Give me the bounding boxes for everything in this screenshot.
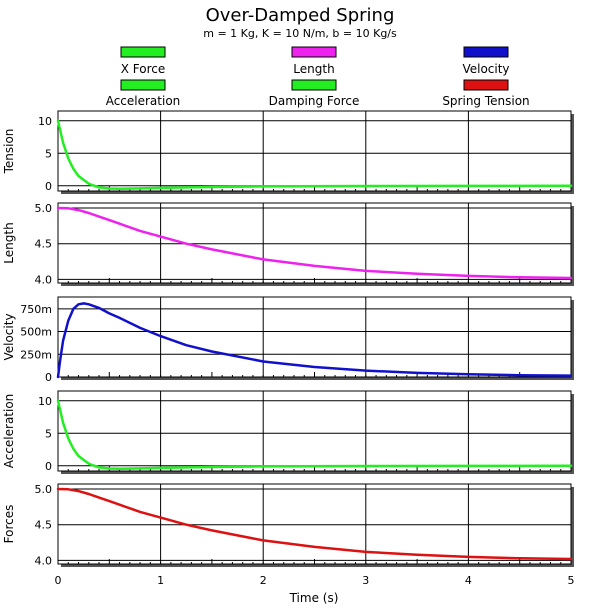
x-tick-labels: 0 1 2 3 4 5 bbox=[55, 574, 575, 587]
legend-swatch bbox=[120, 79, 166, 91]
y-tick-label: 4.5 bbox=[35, 519, 53, 532]
legend-item: Velocity bbox=[462, 46, 510, 76]
legend-swatch bbox=[291, 46, 337, 58]
legend-label: Damping Force bbox=[269, 94, 360, 108]
series-line bbox=[56, 487, 573, 561]
legend-label: Acceleration bbox=[106, 94, 181, 108]
panel-length: 5.0 4.5 4.0 Length bbox=[2, 202, 574, 286]
x-tick-label: 4 bbox=[465, 574, 472, 587]
y-axis-label: Tension bbox=[2, 129, 16, 175]
legend-label: Length bbox=[293, 62, 334, 76]
y-tick-label: 4.0 bbox=[35, 554, 53, 567]
y-tick-label: 750m bbox=[20, 303, 52, 316]
y-tick-label: 250m bbox=[20, 348, 52, 361]
chart-subtitle: m = 1 Kg, K = 10 N/m, b = 10 Kg/s bbox=[203, 27, 397, 40]
y-tick-label: 10 bbox=[38, 395, 52, 408]
panel-forces: 5.0 4.5 4.0 Forces bbox=[2, 483, 574, 567]
panel-velocity: 750m 500m 250m 0 Velocity bbox=[2, 296, 574, 384]
y-tick-label: 5.0 bbox=[35, 202, 53, 215]
legend-item: X Force bbox=[120, 46, 166, 76]
x-tick-label: 0 bbox=[55, 574, 62, 587]
panel-frame bbox=[57, 390, 572, 472]
y-axis-label: Velocity bbox=[2, 313, 16, 360]
series-line bbox=[56, 119, 573, 191]
panel-frame bbox=[57, 483, 572, 565]
y-axis-label: Acceleration bbox=[2, 394, 16, 469]
y-tick-label: 5 bbox=[45, 427, 52, 440]
y-tick-label: 4.5 bbox=[35, 238, 53, 251]
y-tick-label: 4.0 bbox=[35, 273, 53, 286]
x-tick-label: 3 bbox=[362, 574, 369, 587]
legend-item: Spring Tension bbox=[442, 79, 530, 108]
legend: X Force Length Velocity Acceleration Damping… bbox=[106, 46, 530, 108]
legend-swatch bbox=[463, 79, 509, 91]
panel-frame bbox=[57, 202, 572, 284]
series-line bbox=[56, 302, 573, 379]
legend-label: Velocity bbox=[462, 62, 509, 76]
y-tick-label: 10 bbox=[38, 115, 52, 128]
y-tick-label: 5 bbox=[45, 147, 52, 160]
panel-acceleration: 10 5 0 Acceleration bbox=[2, 390, 574, 474]
y-tick-label: 500m bbox=[20, 326, 52, 339]
x-tick-label: 5 bbox=[568, 574, 575, 587]
y-tick-label: 0 bbox=[45, 371, 52, 384]
legend-swatch bbox=[120, 46, 166, 58]
x-tick-label: 1 bbox=[157, 574, 164, 587]
series-line bbox=[56, 206, 573, 280]
legend-swatch bbox=[291, 79, 337, 91]
plot-panels: 10 5 0 Tension 5.0 4.5 4.0 Length 750m 500m 250m 0 V… bbox=[2, 110, 574, 567]
y-axis-label: Forces bbox=[2, 505, 16, 544]
x-axis-label: Time (s) bbox=[289, 591, 339, 605]
panel-tension: 10 5 0 Tension bbox=[2, 110, 574, 194]
panel-frame bbox=[57, 110, 572, 192]
y-axis-label: Length bbox=[2, 222, 16, 263]
legend-label: Spring Tension bbox=[442, 94, 529, 108]
panel-frame bbox=[57, 296, 572, 378]
x-tick-label: 2 bbox=[260, 574, 267, 587]
series-line bbox=[56, 399, 573, 471]
legend-item: Length bbox=[291, 46, 337, 76]
y-tick-label: 5.0 bbox=[35, 483, 53, 496]
legend-label: X Force bbox=[121, 62, 166, 76]
chart-title: Over-Damped Spring bbox=[206, 5, 395, 26]
legend-swatch bbox=[463, 46, 509, 58]
y-tick-label: 0 bbox=[45, 460, 52, 473]
y-tick-label: 0 bbox=[45, 180, 52, 193]
legend-item: Acceleration bbox=[106, 79, 181, 108]
legend-item: Damping Force bbox=[269, 79, 360, 108]
